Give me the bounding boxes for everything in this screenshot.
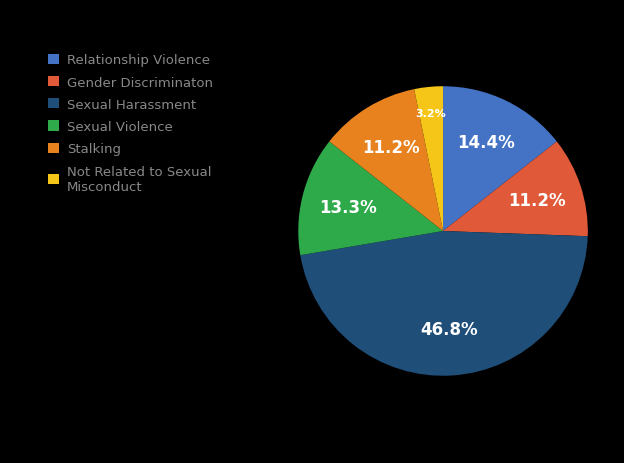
Text: 11.2%: 11.2% [508, 192, 565, 210]
Text: 14.4%: 14.4% [457, 134, 515, 152]
Wedge shape [329, 90, 443, 232]
Text: 11.2%: 11.2% [363, 139, 420, 157]
Text: 46.8%: 46.8% [421, 320, 479, 338]
Wedge shape [300, 232, 588, 376]
Wedge shape [443, 142, 588, 237]
Wedge shape [443, 87, 557, 232]
Wedge shape [414, 87, 443, 232]
Text: 13.3%: 13.3% [319, 198, 376, 216]
Legend: Relationship Violence, Gender Discriminaton, Sexual Harassment, Sexual Violence,: Relationship Violence, Gender Discrimina… [44, 50, 217, 197]
Wedge shape [298, 142, 443, 256]
Text: 3.2%: 3.2% [416, 109, 447, 119]
